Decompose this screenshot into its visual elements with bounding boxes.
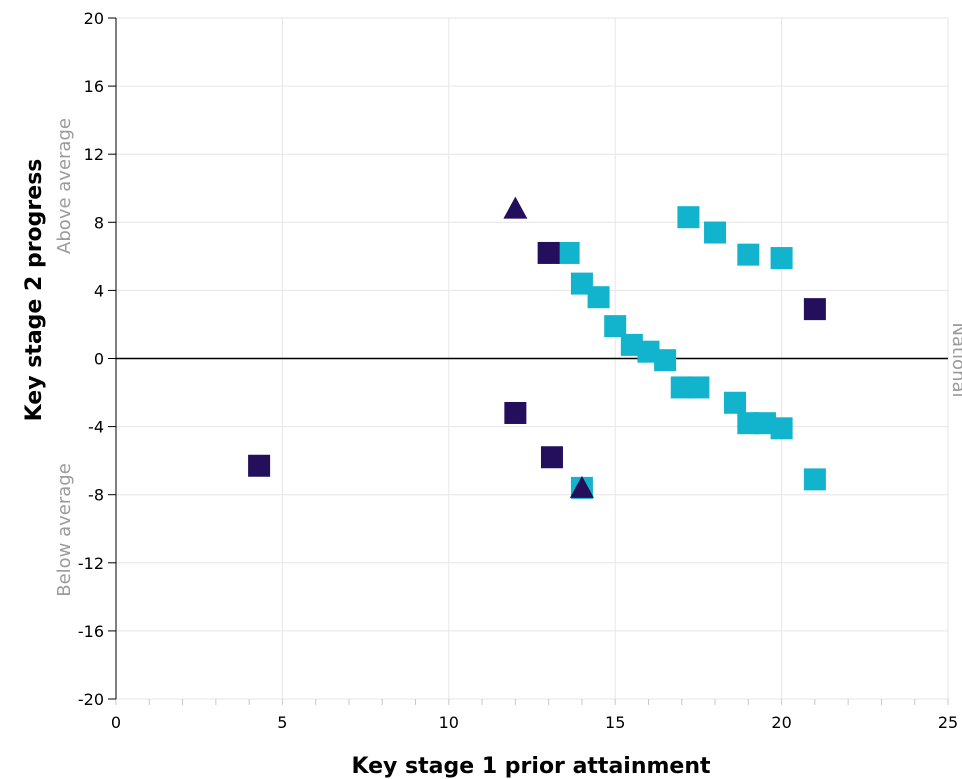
data-point-square bbox=[540, 446, 563, 469]
national-label: National bbox=[948, 322, 962, 397]
data-point-triangle bbox=[569, 475, 594, 498]
above-average-label: Above average bbox=[54, 118, 75, 254]
y-tick-label: -12 bbox=[78, 554, 104, 573]
y-tick-label: 16 bbox=[84, 77, 104, 96]
data-point-square bbox=[537, 241, 560, 264]
data-point-square bbox=[604, 315, 627, 338]
data-point-square bbox=[570, 272, 593, 295]
x-tick-label: 5 bbox=[277, 713, 287, 732]
y-tick-label: -20 bbox=[78, 690, 104, 709]
y-tick-label: 12 bbox=[84, 145, 104, 164]
x-axis-minor-ticks bbox=[115, 699, 949, 705]
x-tick-label: 0 bbox=[111, 713, 121, 732]
data-point-square bbox=[803, 298, 826, 321]
x-tick-label: 25 bbox=[938, 713, 958, 732]
y-tick-label: -4 bbox=[88, 418, 104, 437]
data-point-square bbox=[637, 340, 660, 363]
data-point-square bbox=[620, 333, 643, 356]
data-point-square bbox=[737, 412, 760, 435]
x-tick-label: 15 bbox=[605, 713, 625, 732]
y-tick-label: -8 bbox=[88, 486, 104, 505]
data-point-square bbox=[587, 286, 610, 309]
data-point-square bbox=[724, 391, 747, 414]
data-point-square bbox=[803, 468, 826, 491]
y-axis-title: Key stage 2 progress bbox=[22, 159, 47, 422]
data-point-square bbox=[248, 454, 271, 477]
data-point-square bbox=[504, 401, 527, 424]
data-point-triangle bbox=[503, 196, 528, 219]
data-point-square bbox=[770, 247, 793, 270]
data-point-square bbox=[753, 412, 776, 435]
data-point-square bbox=[770, 417, 793, 440]
x-axis-title: Key stage 1 prior attainment bbox=[351, 754, 711, 779]
data-point-square bbox=[687, 376, 710, 399]
data-point-square bbox=[654, 349, 677, 372]
data-point-square bbox=[670, 376, 693, 399]
data-point-square bbox=[737, 243, 760, 266]
x-axis-tick-labels: 0 5 10 15 20 25 bbox=[111, 713, 958, 732]
y-tick-label: -16 bbox=[78, 622, 104, 641]
data-point-square bbox=[677, 206, 700, 229]
x-tick-label: 10 bbox=[439, 713, 459, 732]
y-tick-label: 8 bbox=[94, 213, 104, 232]
y-tick-label: 20 bbox=[84, 9, 104, 28]
below-average-label: Below average bbox=[54, 463, 75, 597]
y-tick-label: 4 bbox=[94, 281, 104, 300]
data-point-square bbox=[557, 241, 580, 264]
y-axis-tick-labels: 20 16 12 8 4 0 -4 -8 -12 -16 -20 bbox=[78, 9, 116, 709]
y-tick-label: 0 bbox=[94, 350, 104, 369]
data-points bbox=[248, 196, 826, 499]
data-point-square bbox=[704, 221, 727, 244]
x-tick-label: 20 bbox=[771, 713, 791, 732]
